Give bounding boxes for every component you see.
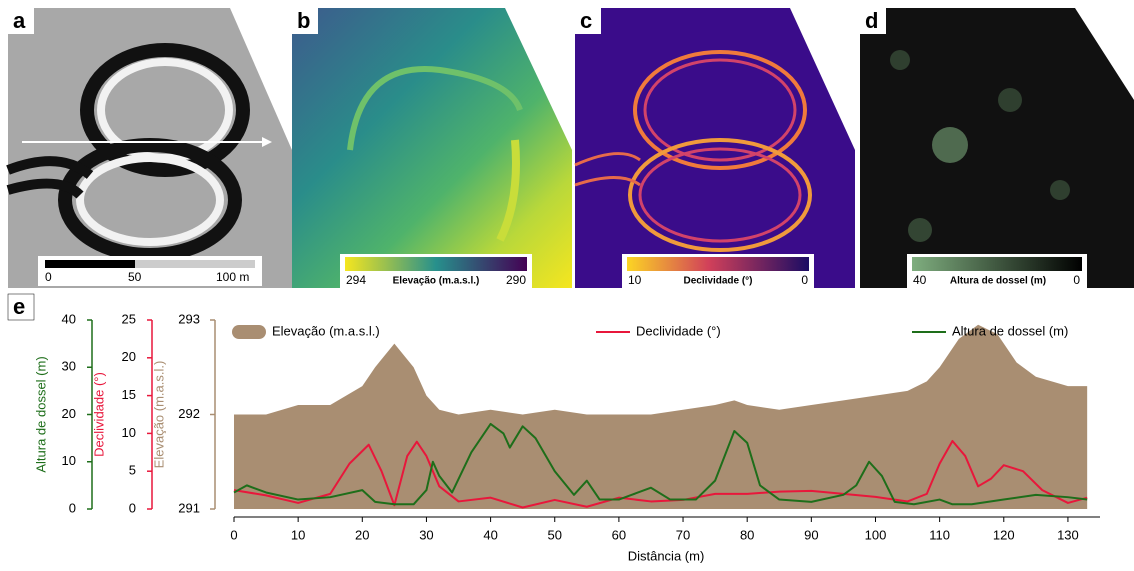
y-tick-label: 10 [122, 425, 136, 440]
line [233, 422, 1088, 506]
panel-a: 0 50 100 m a [6, 8, 292, 288]
y-tick-label: 10 [62, 453, 76, 468]
scale-label: 100 m [216, 270, 249, 284]
y-tick-label: 293 [178, 311, 200, 326]
x-tick-label: 100 [865, 527, 887, 542]
x-tick-label: 130 [1057, 527, 1079, 542]
y-tick-label: 20 [62, 406, 76, 421]
y-tick-label: 0 [69, 500, 76, 515]
colorbar-title: Declividade (°) [683, 276, 752, 287]
x-tick-label: 70 [676, 527, 690, 542]
panel-c: 10 Declividade (°) 0 c [574, 8, 855, 288]
area [234, 324, 1088, 509]
x-tick-label: 90 [804, 527, 818, 542]
x-tick-label: 60 [612, 527, 626, 542]
y-axis-title: Altura de dossel (m) [33, 356, 48, 472]
x-tick-label: 20 [355, 527, 369, 542]
colorbar-title: Elevação (m.a.s.l.) [393, 276, 480, 287]
y-tick-label: 40 [62, 311, 76, 326]
y-tick-label: 0 [129, 500, 136, 515]
x-tick-label: 0 [230, 527, 237, 542]
legend-label: Altura de dossel (m) [952, 323, 1068, 338]
x-tick-label: 80 [740, 527, 754, 542]
colorbar-title: Altura de dossel (m) [950, 276, 1046, 287]
legend-label: Declividade (°) [636, 323, 721, 338]
panel-label: b [297, 8, 310, 33]
legend-swatch [232, 325, 266, 339]
y-tick-label: 15 [122, 387, 136, 402]
x-tick-label: 30 [419, 527, 433, 542]
y-tick-label: 30 [62, 359, 76, 374]
y-tick-label: 25 [122, 311, 136, 326]
y-axis-title: Elevação (m.a.s.l.) [151, 361, 166, 469]
panel-d: 40 Altura de dossel (m) 0 d [860, 8, 1134, 288]
x-axis-title: Distância (m) [628, 548, 705, 563]
colorbar-label: 10 [628, 273, 642, 287]
y-tick-label: 292 [178, 406, 200, 421]
colorbar-label: 0 [1073, 273, 1080, 287]
panel-b: 294 Elevação (m.a.s.l.) 290 b [292, 8, 572, 288]
x-tick-label: 40 [483, 527, 497, 542]
y-tick-label: 5 [129, 463, 136, 478]
x-tick-label: 110 [929, 527, 950, 542]
scale-label: 0 [45, 270, 52, 284]
y-tick-label: 20 [122, 349, 136, 364]
x-tick-label: 10 [291, 527, 305, 542]
scale-label: 50 [128, 270, 142, 284]
line [233, 439, 1088, 509]
y-tick-label: 291 [178, 500, 200, 515]
panel-label: c [580, 8, 592, 33]
legend-label: Elevação (m.a.s.l.) [272, 323, 380, 338]
colorbar-label: 294 [346, 273, 366, 287]
colorbar-label: 0 [801, 273, 808, 287]
colorbar-label: 40 [913, 273, 927, 287]
x-tick-label: 120 [993, 527, 1015, 542]
colorbar-label: 290 [506, 273, 526, 287]
panel-label: d [865, 8, 878, 33]
x-tick-label: 50 [548, 527, 562, 542]
panel-label: a [13, 8, 26, 33]
panel-label: e [13, 294, 25, 319]
y-axis-title: Declividade (°) [91, 372, 106, 457]
